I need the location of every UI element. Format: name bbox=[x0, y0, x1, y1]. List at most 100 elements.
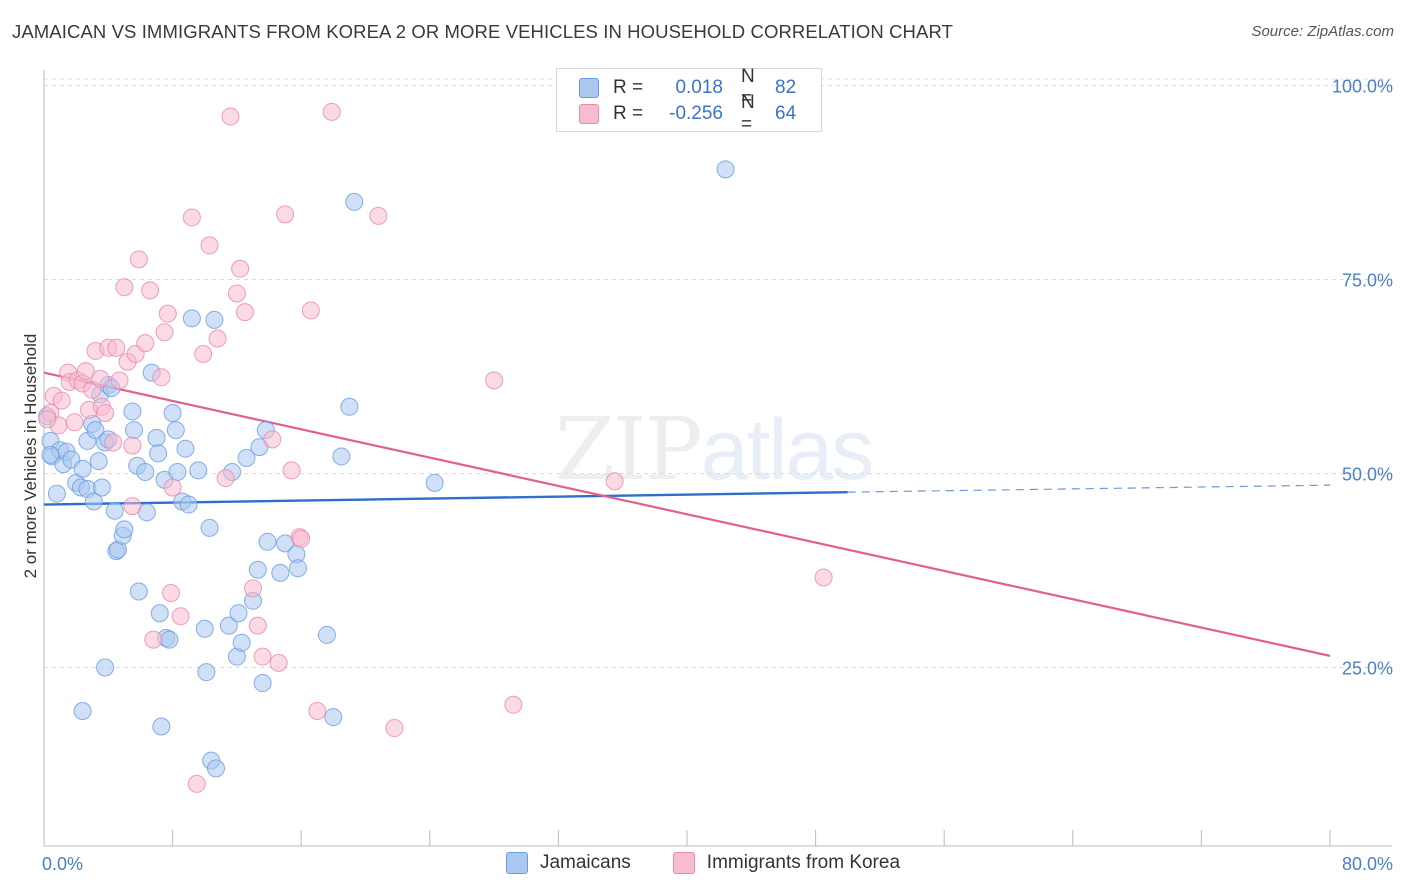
korea-trend-line bbox=[43, 371, 1331, 657]
jamaicans-point bbox=[163, 403, 182, 422]
legend-n-value: 64 bbox=[775, 103, 797, 124]
jamaicans-point bbox=[189, 461, 208, 480]
korea-point bbox=[605, 472, 624, 491]
legend-n-value: 82 bbox=[775, 77, 797, 98]
korea-point bbox=[814, 568, 833, 587]
legend-label-jamaicans: Jamaicans bbox=[539, 852, 631, 873]
legend-r-label: R = bbox=[613, 103, 644, 124]
jamaicans-point bbox=[288, 559, 307, 578]
korea-point bbox=[96, 403, 115, 422]
korea-point bbox=[129, 250, 148, 269]
korea-point bbox=[104, 433, 123, 452]
jamaicans-point bbox=[129, 582, 148, 601]
jamaicans-point bbox=[168, 462, 187, 481]
korea-point bbox=[91, 369, 110, 388]
jamaicans-point bbox=[425, 473, 444, 492]
jamaicans-point bbox=[152, 717, 171, 736]
jamaicans-point bbox=[229, 604, 248, 623]
jamaicans-point bbox=[123, 402, 142, 421]
jamaicans-point bbox=[207, 759, 226, 778]
jamaicans-point bbox=[41, 445, 60, 464]
jamaicans-trend-line bbox=[43, 490, 848, 506]
korea-point bbox=[208, 329, 227, 348]
jamaicans-point bbox=[84, 492, 103, 511]
jamaicans-point bbox=[182, 309, 201, 328]
korea-point bbox=[276, 205, 295, 224]
jamaicans-point bbox=[253, 674, 272, 693]
korea-point bbox=[52, 391, 71, 410]
jamaicans-point bbox=[248, 560, 267, 579]
jamaicans-point bbox=[237, 449, 256, 467]
jamaicans-point bbox=[149, 444, 168, 463]
korea-point bbox=[227, 284, 246, 303]
jamaicans-point bbox=[166, 421, 185, 440]
jamaicans-point bbox=[340, 397, 359, 416]
korea-point bbox=[269, 653, 288, 672]
jamaicans-point bbox=[345, 192, 364, 211]
korea-point bbox=[235, 303, 254, 322]
korea-point bbox=[216, 469, 235, 488]
korea-point bbox=[171, 607, 190, 626]
jamaicans-point bbox=[89, 452, 108, 471]
korea-point bbox=[385, 719, 404, 738]
legend-row-korea: R = -0.256 N = 64 bbox=[579, 92, 797, 135]
jamaicans-point bbox=[147, 428, 166, 447]
legend-r-value: 0.018 bbox=[675, 77, 723, 98]
y-tick-label: 25.0% bbox=[1342, 659, 1393, 679]
korea-point bbox=[243, 579, 262, 598]
legend-swatch-jamaicans bbox=[505, 852, 528, 874]
jamaicans-point bbox=[271, 563, 290, 582]
korea-point bbox=[144, 630, 163, 649]
jamaicans-point bbox=[232, 633, 251, 652]
jamaicans-point bbox=[115, 520, 134, 539]
chart-source: Source: ZipAtlas.com bbox=[1251, 23, 1394, 40]
watermark: ZIPatlas bbox=[555, 400, 875, 500]
korea-point bbox=[141, 281, 160, 300]
legend-swatch-jamaicans bbox=[579, 78, 599, 98]
correlation-legend: R = 0.018 N = 82 R = -0.256 N = 64 bbox=[556, 66, 822, 135]
jamaicans-point bbox=[200, 518, 219, 537]
watermark-atlas: atlas bbox=[700, 402, 875, 498]
korea-point bbox=[110, 371, 129, 390]
jamaicans-point bbox=[92, 478, 111, 497]
jamaicans-point bbox=[136, 462, 155, 481]
y-tick-label: 100.0% bbox=[1332, 77, 1393, 97]
jamaicans-point bbox=[105, 501, 124, 520]
legend-n-label: N = bbox=[741, 66, 755, 109]
korea-point bbox=[123, 497, 142, 516]
jamaicans-point bbox=[73, 701, 92, 720]
watermark-zip: ZIP bbox=[555, 400, 703, 500]
korea-point bbox=[253, 647, 272, 666]
jamaicans-point bbox=[317, 625, 336, 644]
korea-point bbox=[152, 368, 171, 387]
jamaicans-point bbox=[258, 532, 277, 551]
jamaicans-point bbox=[125, 421, 144, 440]
jamaicans-point bbox=[205, 310, 224, 329]
legend-item-korea[interactable]: Immigrants from Korea bbox=[672, 852, 900, 874]
data-points bbox=[38, 102, 833, 793]
jamaicans-point bbox=[324, 708, 343, 727]
korea-point bbox=[38, 410, 57, 429]
series-legend: Jamaicans Immigrants from Korea bbox=[0, 852, 1406, 874]
legend-row-jamaicans: R = 0.018 N = 82 bbox=[579, 66, 797, 109]
legend-swatch-korea bbox=[672, 852, 695, 874]
korea-point bbox=[107, 338, 126, 357]
chart-title: JAMAICAN VS IMMIGRANTS FROM KOREA 2 OR M… bbox=[12, 21, 953, 42]
jamaicans-point bbox=[86, 421, 105, 440]
korea-point bbox=[322, 102, 341, 121]
jamaicans-point bbox=[96, 658, 115, 677]
korea-point bbox=[65, 413, 84, 432]
jamaicans-trend-extension bbox=[847, 484, 1331, 493]
korea-point bbox=[301, 301, 320, 320]
legend-r-value: -0.256 bbox=[669, 103, 723, 124]
x-tick-label: 80.0% bbox=[1342, 854, 1393, 874]
jamaicans-point bbox=[73, 459, 92, 478]
jamaicans-point bbox=[47, 484, 66, 503]
jamaicans-point bbox=[195, 619, 214, 638]
tick-labels: 25.0% 50.0% 75.0% 100.0% 0.0% 80.0% bbox=[42, 77, 1393, 874]
legend-item-jamaicans[interactable]: Jamaicans bbox=[505, 852, 631, 874]
legend-n-label: N = bbox=[741, 92, 755, 135]
korea-point bbox=[158, 304, 177, 323]
korea-point bbox=[115, 278, 134, 297]
